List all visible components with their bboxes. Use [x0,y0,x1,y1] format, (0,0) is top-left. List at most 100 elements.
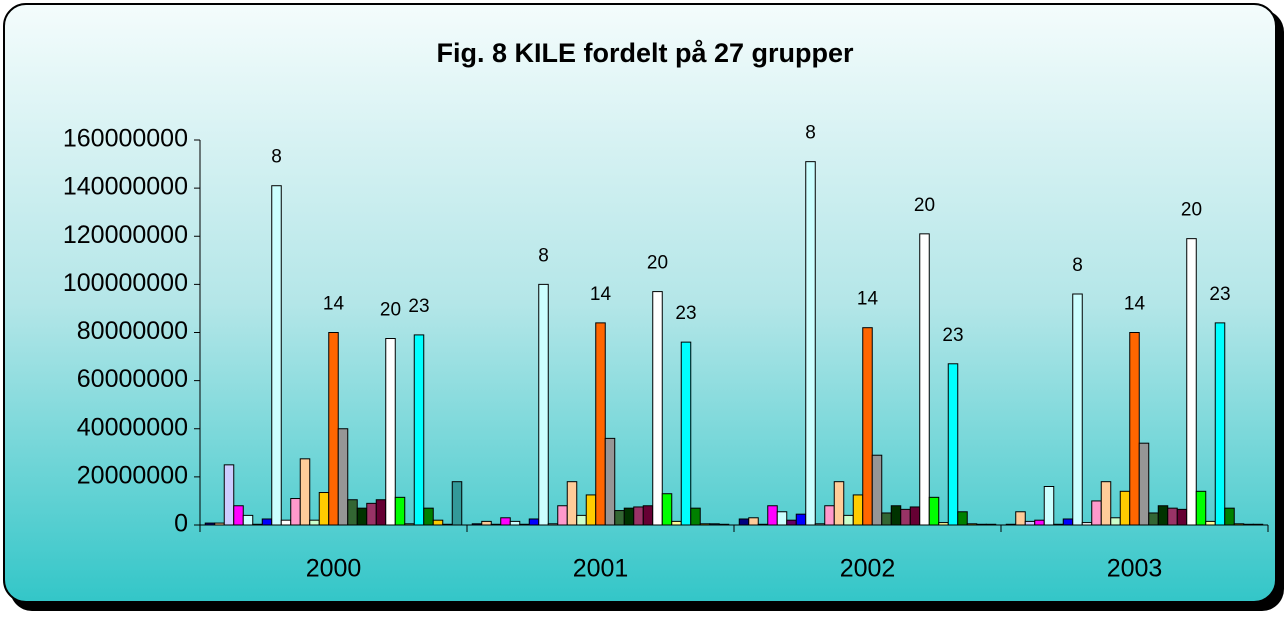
bar [1100,481,1112,526]
bar [519,523,530,526]
bar [909,506,921,526]
bar [900,508,911,526]
bar [204,522,216,526]
bar [1024,520,1036,526]
bar [1205,520,1216,526]
bar [919,233,930,526]
bar [1110,517,1121,526]
bar [661,493,673,526]
bar [1081,522,1093,526]
bar [252,523,263,526]
bar [413,334,425,526]
data-label: 8 [271,147,282,168]
bar [1034,519,1045,526]
x-tick-label: 2001 [573,555,629,583]
bar [1091,500,1102,526]
bar [833,481,845,526]
bar [509,520,521,526]
bar [1195,490,1207,526]
bar [375,499,387,526]
bar [890,505,902,526]
bar [328,332,339,526]
bar [718,523,730,526]
bar [976,523,987,526]
bar [271,185,282,526]
y-tick-label: 40000000 [77,413,188,441]
bar [1148,512,1159,526]
bar [786,519,797,526]
bar [814,523,826,526]
y-tick-label: 120000000 [63,221,188,249]
data-label: 23 [408,296,429,317]
bar [1252,523,1264,526]
bar [547,523,559,526]
bar [938,522,949,526]
bar [595,322,606,526]
bar [1233,523,1245,526]
data-label: 23 [1209,284,1230,305]
bar [214,522,225,526]
bar [481,520,492,526]
bar [690,507,701,526]
bar [347,499,358,526]
bar [233,505,244,526]
y-tick-label: 160000000 [63,125,188,153]
bar [947,363,959,526]
bar [261,518,273,526]
bar [442,523,453,526]
bar [1072,293,1083,526]
bar [642,505,654,526]
bar [1243,523,1254,526]
bar [385,338,396,526]
bar [585,494,597,526]
x-tick-label: 2002 [840,555,896,583]
bar [1176,508,1188,526]
bar [366,502,377,526]
bar [280,519,292,526]
bar [738,518,750,526]
data-label: 8 [1072,255,1083,276]
bar [528,518,540,526]
bar [1157,505,1169,526]
data-label: 14 [323,294,345,315]
bar [633,506,644,526]
bar [795,513,807,526]
bar [538,283,549,526]
bar [699,523,711,526]
bar [1129,332,1140,526]
bar [1186,238,1197,526]
bar [1167,507,1178,526]
bar [423,507,434,526]
bar [242,514,254,526]
data-label: 14 [857,289,879,310]
y-tick-label: 80000000 [77,317,188,345]
bar [223,464,235,526]
bar [318,492,330,526]
y-tick-label: 60000000 [77,365,188,393]
data-label: 20 [1181,200,1202,221]
bar [1043,486,1055,526]
bar [709,523,720,526]
bar [805,161,816,526]
bar [1015,511,1026,526]
bar [748,517,759,526]
bar [843,514,854,526]
bar [404,523,415,526]
bar [871,454,883,526]
bar [1214,322,1226,526]
bar [881,512,892,526]
bar [566,481,578,526]
y-tick-label: 100000000 [63,269,188,297]
bar [680,341,692,526]
chart-title: Fig. 8 KILE fordelt på 27 grupper [436,38,854,68]
data-label: 23 [675,303,696,324]
bar [652,291,663,526]
bar [966,523,978,526]
data-label: 20 [647,253,668,274]
bar [337,428,349,526]
bar [1119,490,1131,526]
y-tick-label: 0 [174,510,188,538]
x-tick-label: 2003 [1107,555,1163,583]
bar [1138,442,1150,526]
